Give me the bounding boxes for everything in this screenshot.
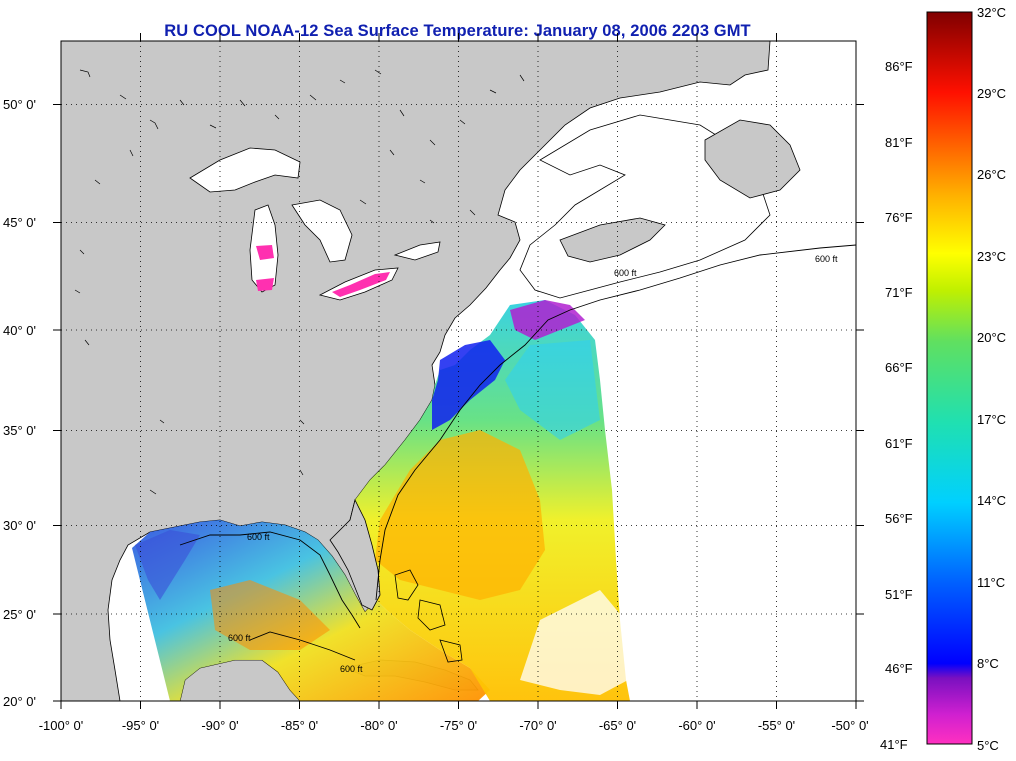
celsius-label: 8°C [977, 656, 999, 671]
celsius-label: 17°C [977, 412, 1006, 427]
y-axis-labels: 50° 0' 45° 0' 40° 0' 35° 0' 30° 0' 25° 0… [3, 97, 36, 709]
grid-lines [61, 41, 856, 701]
lake-ontario [393, 241, 441, 261]
map-title: RU COOL NOAA-12 Sea Surface Temperature:… [164, 22, 751, 40]
celsius-label: 32°C [977, 5, 1006, 20]
y-tick-label: 40° 0' [3, 323, 36, 338]
x-tick-label: -65° 0' [599, 718, 636, 733]
fahrenheit-label: 51°F [885, 587, 913, 602]
atlantic-warm-core [375, 430, 545, 600]
tick-marks [53, 33, 864, 709]
celsius-label: 20°C [977, 330, 1006, 345]
x-tick-label: -55° 0' [758, 718, 795, 733]
nova-scotia-land [559, 217, 666, 263]
fahrenheit-label: 61°F [885, 436, 913, 451]
celsius-label: 29°C [977, 86, 1006, 101]
bathymetry-contour [179, 244, 856, 661]
celsius-label: 23°C [977, 249, 1006, 264]
fahrenheit-label: 41°F [880, 737, 908, 752]
contour-label: 600 ft [614, 268, 637, 278]
florida-land [329, 498, 381, 611]
contour-label: 600 ft [247, 532, 270, 542]
x-tick-label: -100° 0' [39, 718, 84, 733]
x-tick-label: -90° 0' [201, 718, 238, 733]
caribbean-cloud-gap [520, 590, 628, 695]
y-tick-label: 25° 0' [3, 607, 36, 622]
x-tick-label: -70° 0' [519, 718, 556, 733]
x-tick-label: -75° 0' [440, 718, 477, 733]
y-tick-label: 35° 0' [3, 423, 36, 438]
celsius-label: 26°C [977, 167, 1006, 182]
bahamas-outline [394, 569, 463, 663]
celsius-label: 5°C [977, 738, 999, 753]
gulf-warm-patch [210, 580, 330, 650]
celsius-label: 11°C [977, 575, 1005, 590]
contour-label: 600 ft [228, 633, 251, 643]
lake-erie-sst [332, 272, 390, 297]
lake-superior [189, 147, 301, 193]
gulf-cool-patch [135, 530, 200, 600]
y-tick-label: 20° 0' [3, 694, 36, 709]
fahrenheit-label: 81°F [885, 135, 913, 150]
fahrenheit-label: 86°F [885, 59, 913, 74]
lake-huron [291, 199, 353, 263]
celsius-label: 14°C [977, 493, 1006, 508]
atlantic-cool-shelf [432, 340, 505, 430]
contour-label: 600 ft [340, 664, 363, 674]
fahrenheit-label: 71°F [885, 285, 913, 300]
fahrenheit-label: 46°F [885, 661, 913, 676]
lake-michigan-sst [256, 245, 274, 291]
y-tick-label: 45° 0' [3, 215, 36, 230]
newfoundland-land [704, 119, 801, 199]
y-tick-label: 50° 0' [3, 97, 36, 112]
colorbar [926, 11, 973, 745]
colorbar-celsius-labels: 32°C 29°C 26°C 23°C 20°C 17°C 14°C 11°C … [977, 5, 1006, 753]
x-tick-label: -50° 0' [831, 718, 868, 733]
x-axis-labels: -100° 0' -95° 0' -90° 0' -85° 0' -80° 0'… [39, 718, 869, 733]
x-tick-label: -80° 0' [360, 718, 397, 733]
y-tick-label: 30° 0' [3, 518, 36, 533]
gulf-sst-swath [132, 520, 490, 701]
small-lakes [74, 69, 525, 495]
x-tick-label: -95° 0' [122, 718, 159, 733]
atlantic-cyan-band [505, 340, 600, 440]
fahrenheit-label: 56°F [885, 511, 913, 526]
fahrenheit-label: 76°F [885, 210, 913, 225]
colorbar-fahrenheit-labels: 86°F 81°F 76°F 71°F 66°F 61°F 56°F 51°F … [880, 59, 913, 752]
x-tick-label: -85° 0' [281, 718, 318, 733]
contour-label: 600 ft [815, 254, 838, 264]
x-tick-label: -60° 0' [678, 718, 715, 733]
fahrenheit-label: 66°F [885, 360, 913, 375]
